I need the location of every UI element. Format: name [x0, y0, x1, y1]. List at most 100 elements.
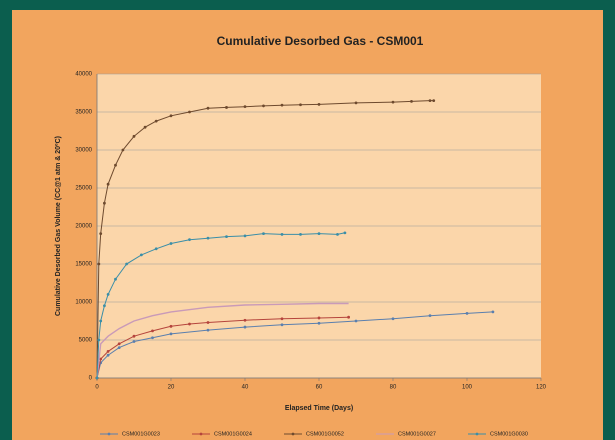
y-tick-label: 25000: [75, 186, 92, 192]
data-point: [114, 277, 117, 281]
data-point: [169, 242, 173, 245]
data-point: [225, 106, 228, 109]
data-point: [97, 262, 101, 266]
data-point: [106, 350, 110, 353]
data-point: [465, 312, 469, 315]
data-point: [114, 163, 117, 167]
data-point: [143, 125, 147, 129]
y-tick-label: 10000: [75, 300, 92, 306]
data-point: [188, 322, 191, 326]
legend-marker: [291, 432, 295, 436]
data-point: [97, 338, 101, 342]
data-point: [280, 103, 284, 107]
data-point: [432, 99, 436, 102]
data-point: [95, 376, 99, 380]
y-tick-label: 5000: [79, 338, 93, 344]
data-point: [225, 235, 228, 239]
legend-marker: [199, 432, 203, 436]
data-point: [391, 317, 395, 321]
data-point: [343, 231, 347, 235]
data-point: [299, 232, 302, 236]
data-point: [106, 182, 110, 186]
data-point: [317, 321, 321, 325]
legend-marker: [475, 432, 479, 436]
legend-label: CSM001G0023: [122, 431, 160, 437]
data-point: [317, 316, 321, 320]
series-line: [96, 232, 346, 379]
data-point: [154, 119, 158, 123]
data-point: [410, 99, 413, 103]
data-point: [106, 293, 110, 296]
data-point: [188, 110, 191, 114]
data-point: [103, 201, 106, 205]
y-axis-label: Cumulative Desorbed Gas Volume (CC@1 atm…: [55, 136, 62, 316]
data-point: [117, 342, 121, 346]
x-tick-label: 100: [462, 385, 473, 391]
y-tick-label: 40000: [75, 72, 92, 78]
legend-marker: [107, 432, 111, 436]
data-point: [121, 148, 125, 152]
data-point: [125, 262, 128, 266]
data-point: [132, 334, 136, 338]
data-point: [188, 238, 191, 242]
data-point: [428, 314, 432, 318]
x-tick-label: 60: [316, 385, 323, 391]
x-tick-label: 20: [168, 385, 175, 391]
x-axis-label: Elapsed Time (Days): [285, 405, 353, 412]
y-tick-label: 0: [89, 376, 93, 382]
legend-label: CSM001G0024: [214, 431, 252, 437]
data-point: [151, 329, 154, 333]
data-point: [262, 104, 265, 108]
series-line: [96, 100, 434, 379]
data-point: [243, 325, 247, 329]
data-point: [491, 310, 495, 314]
data-point: [103, 304, 106, 308]
data-point: [154, 247, 158, 251]
data-point: [243, 105, 247, 109]
data-point: [354, 319, 358, 323]
data-point: [132, 134, 136, 138]
data-point: [169, 332, 173, 336]
data-point: [169, 114, 173, 118]
chart-title: Cumulative Desorbed Gas - CSM001: [217, 34, 424, 48]
legend-label: CSM001G0052: [306, 431, 344, 437]
data-point: [99, 357, 103, 361]
y-tick-label: 20000: [75, 224, 92, 230]
data-point: [354, 101, 358, 105]
data-point: [428, 99, 432, 102]
data-point: [299, 103, 302, 107]
y-tick-label: 35000: [75, 110, 92, 116]
data-point: [280, 323, 284, 327]
series-line: [96, 311, 493, 379]
data-point: [317, 103, 321, 106]
data-point: [391, 100, 395, 104]
data-point: [347, 315, 350, 319]
data-point: [243, 318, 247, 322]
x-tick-label: 40: [242, 385, 249, 391]
legend-label: CSM001G0027: [398, 431, 436, 437]
data-point: [206, 236, 210, 240]
y-tick-label: 15000: [75, 262, 92, 268]
data-point: [206, 321, 210, 324]
data-point: [317, 232, 321, 236]
data-point: [132, 340, 136, 343]
data-point: [99, 232, 103, 236]
data-point: [280, 317, 284, 321]
data-point: [206, 328, 210, 332]
data-point: [336, 232, 339, 236]
legend-label: CSM001G0030: [490, 431, 528, 437]
x-tick-label: 0: [95, 385, 99, 391]
data-point: [117, 346, 121, 349]
data-point: [206, 106, 210, 110]
data-point: [169, 324, 173, 328]
y-tick-label: 30000: [75, 148, 92, 154]
data-point: [151, 336, 154, 340]
data-point: [243, 234, 247, 238]
data-point: [280, 232, 284, 236]
x-tick-label: 120: [536, 385, 547, 391]
series-line: [96, 302, 349, 379]
data-point: [99, 319, 103, 323]
x-tick-label: 80: [390, 385, 397, 391]
data-point: [140, 253, 143, 257]
